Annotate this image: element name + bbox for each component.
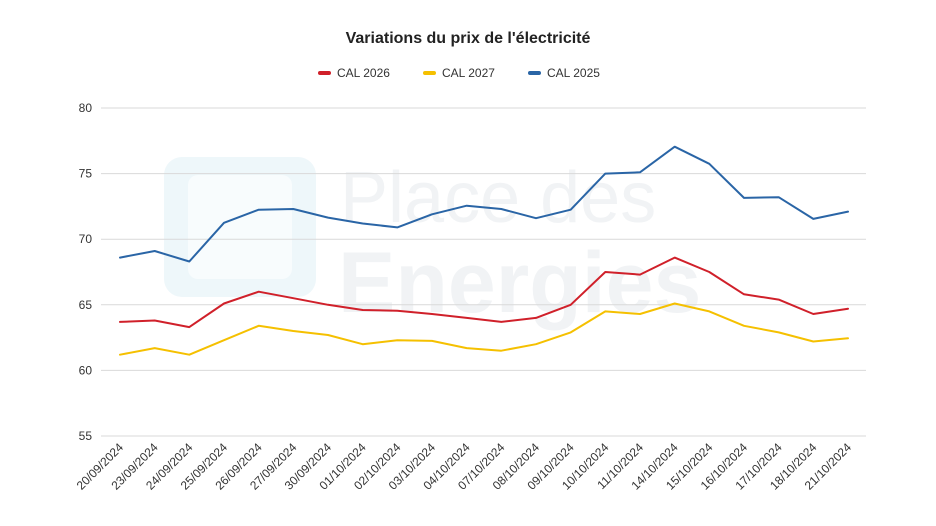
y-tick-label: 70: [79, 232, 93, 246]
watermark-logo-inner: [188, 175, 292, 279]
chart-title: Variations du prix de l'électricité: [346, 30, 591, 47]
series-line-cal-2027: [119, 302, 849, 356]
series-line-cal-2026: [119, 256, 849, 329]
watermark-text-line1: Place des: [340, 158, 656, 238]
watermark-text-line2: Energies: [338, 235, 701, 331]
watermark: Place des Energies: [164, 157, 701, 331]
series-line-cal-2025: [119, 145, 849, 263]
series-lines: [119, 145, 849, 356]
legend-swatch: [528, 71, 541, 75]
legend-label: CAL 2027: [442, 66, 495, 80]
y-tick-label: 55: [79, 429, 93, 443]
y-tick-label: 75: [79, 167, 93, 181]
y-axis-grid: 55 60 65 70 75 80: [79, 101, 866, 443]
legend-swatch: [423, 71, 436, 75]
legend: CAL 2026 CAL 2027 CAL 2025: [318, 66, 600, 80]
legend-swatch: [318, 71, 331, 75]
y-tick-label: 80: [79, 101, 93, 115]
legend-label: CAL 2026: [337, 66, 390, 80]
y-tick-label: 65: [79, 298, 93, 312]
legend-label: CAL 2025: [547, 66, 600, 80]
x-axis-ticks: 20/09/202423/09/202424/09/202425/09/2024…: [74, 440, 855, 493]
y-tick-label: 60: [79, 363, 93, 377]
